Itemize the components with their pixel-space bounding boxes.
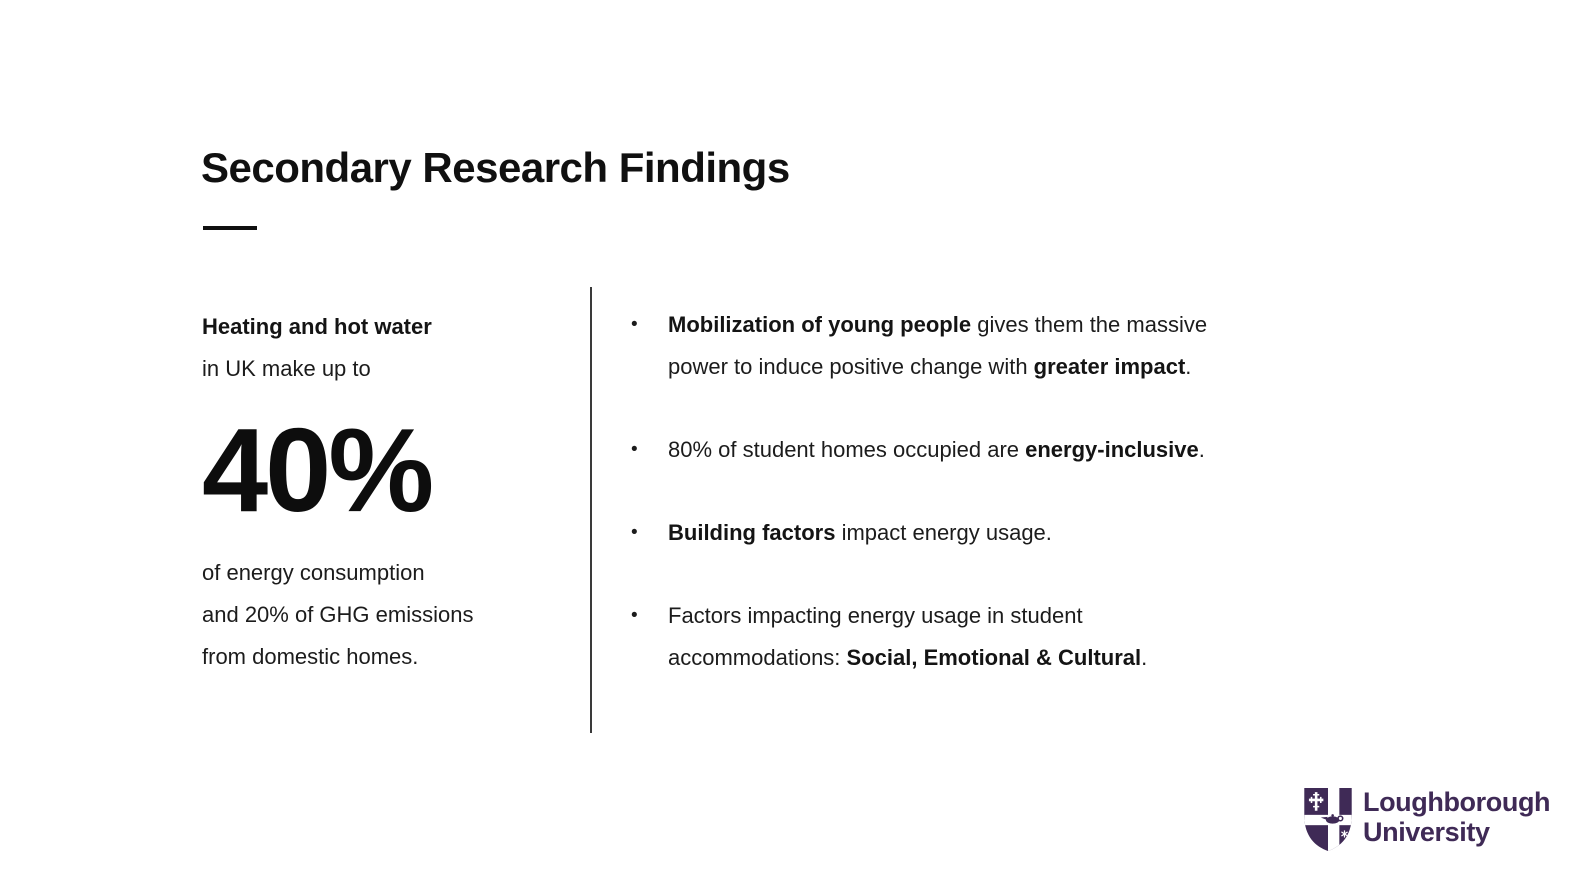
- logo-wordmark: Loughborough University: [1363, 787, 1551, 847]
- finding-text: Factors impacting energy usage in studen…: [668, 603, 1148, 670]
- bullet-icon: •: [631, 605, 638, 626]
- bullet-icon: •: [631, 439, 638, 460]
- university-shield-icon: [1304, 788, 1352, 851]
- list-item: • Factors impacting energy usage in stude…: [631, 595, 1351, 679]
- list-item: • 80% of student homes occupied are energ…: [631, 429, 1351, 471]
- page-title: Secondary Research Findings: [201, 144, 790, 191]
- bullet-icon: •: [631, 522, 638, 543]
- big-stat-value: 40%: [202, 404, 434, 537]
- stat-outro: of energy consumption and 20% of GHG emi…: [202, 552, 552, 678]
- bullet-icon: •: [631, 314, 638, 335]
- stat-lead-bold: Heating and hot water: [202, 314, 432, 339]
- loughborough-logo: Loughborough University: [1302, 786, 1551, 853]
- list-item: • Building factors impact energy usage.: [631, 512, 1351, 554]
- stat-outro-line-1: of energy consumption: [202, 560, 425, 585]
- list-item: • Mobilization of young people gives them…: [631, 304, 1351, 388]
- stat-outro-line-3: from domestic homes.: [202, 644, 419, 669]
- finding-text: Mobilization of young people gives them …: [668, 312, 1208, 379]
- vertical-divider: [590, 287, 592, 733]
- stat-panel: Heating and hot water in UK make up to 4…: [202, 306, 552, 678]
- finding-text: 80% of student homes occupied are energy…: [668, 437, 1205, 462]
- logo-wordmark-line-2: University: [1363, 817, 1490, 847]
- stat-outro-line-2: and 20% of GHG emissions: [202, 602, 474, 627]
- stat-lead: Heating and hot water in UK make up to: [202, 306, 552, 390]
- finding-text: Building factors impact energy usage.: [668, 520, 1052, 545]
- stat-lead-rest: in UK make up to: [202, 356, 371, 381]
- findings-list: • Mobilization of young people gives them…: [631, 304, 1351, 720]
- title-underline: [203, 226, 257, 230]
- logo-wordmark-line-1: Loughborough: [1363, 787, 1551, 817]
